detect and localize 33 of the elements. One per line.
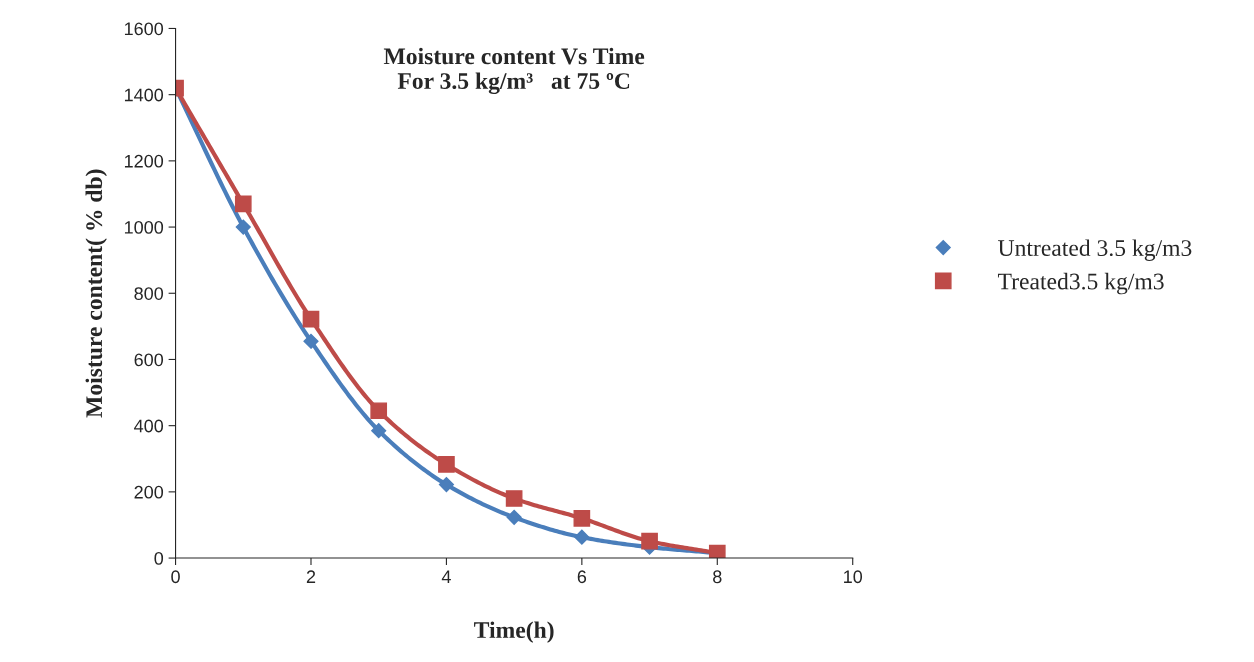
y-tick-label: 1400 [124,88,164,102]
point [506,509,522,525]
point [574,529,590,545]
y-tick-label: 800 [134,287,164,300]
point [235,219,251,235]
x-tick-label: 2 [306,570,316,583]
x-tick-label: 0 [171,570,180,584]
x-tick-label: 6 [577,570,587,584]
legend-label: Untreated 3.5 kg/m3 [998,239,1192,261]
x-tick-label: 8 [713,570,722,584]
point [641,532,658,550]
point [370,402,388,420]
legend-label: Treated3.5 kg/m3 [997,272,1164,295]
y-tick-label: 1600 [124,22,164,36]
point [438,477,454,493]
point [573,510,591,527]
point [303,333,319,349]
y-tick-label: 1200 [124,154,164,168]
y-tick-label: 600 [134,353,164,367]
y-axis-title: Moisture content( % db) [85,169,107,418]
point [505,490,523,507]
y-tick-label: 1000 [124,221,164,234]
y-tick-label: 200 [134,485,164,499]
y-tick-label: 0 [154,552,164,565]
point [234,195,252,213]
x-tick-label: 4 [441,570,451,583]
x-tick-label: 10 [844,570,863,584]
point [371,423,387,439]
point [302,310,320,328]
point [438,456,455,473]
x-axis-title: Time(h) [474,621,554,643]
y-tick-label: 400 [134,419,164,433]
text: Moisture content Vs Time For 3.5 kg/m³ at 75 ºC [383,47,645,94]
